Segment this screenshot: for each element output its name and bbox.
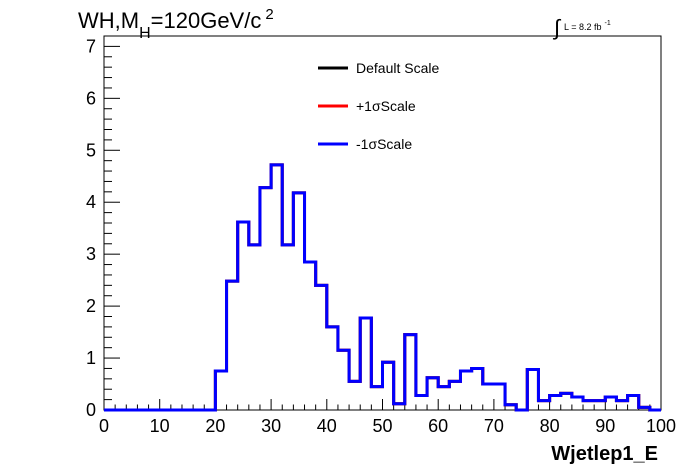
- chart-title: WH,MH=120GeV/c 2: [78, 6, 274, 42]
- title-rest: =120GeV/c: [150, 8, 262, 33]
- title-subscript: H: [139, 25, 151, 42]
- x-tick-label: 80: [540, 416, 560, 436]
- x-tick-label: 50: [372, 416, 392, 436]
- axis-tick-labels: 0 10 20 30 40 50 60 70 80 90 100 0 1 2 3 4 5 6 7: [86, 36, 676, 436]
- x-tick-label: 0: [99, 416, 109, 436]
- x-tick-label: 40: [317, 416, 337, 436]
- y-tick-label: 7: [86, 36, 96, 56]
- axis-ticks: [103, 35, 662, 411]
- y-tick-label: 5: [86, 140, 96, 160]
- x-tick-label: 100: [646, 416, 676, 436]
- x-tick-label: 70: [484, 416, 504, 436]
- legend-label-2: -1σScale: [356, 136, 412, 152]
- x-tick-label: 30: [261, 416, 281, 436]
- y-tick-label: 3: [86, 244, 96, 264]
- x-tick-label: 90: [595, 416, 615, 436]
- plot-frame: [103, 35, 662, 411]
- x-tick-label: 10: [150, 416, 170, 436]
- x-tick-label: 60: [428, 416, 448, 436]
- luminosity-label: ∫ L = 8.2 fb -1: [554, 10, 611, 40]
- y-tick-label: 0: [86, 400, 96, 420]
- y-tick-label: 4: [86, 192, 96, 212]
- lumi-superscript: -1: [604, 20, 611, 27]
- y-tick-label: 2: [86, 296, 96, 316]
- legend-label-1: +1σScale: [356, 98, 416, 114]
- y-tick-label: 1: [86, 348, 96, 368]
- legend: Default Scale +1σScale -1σScale: [318, 60, 439, 152]
- title-superscript: 2: [265, 6, 274, 23]
- y-tick-label: 6: [86, 88, 96, 108]
- histogram-series: [104, 163, 661, 412]
- integral-sign: ∫: [554, 15, 561, 40]
- title-main: WH,M: [78, 8, 140, 33]
- legend-label-0: Default Scale: [356, 60, 439, 76]
- series-line-2: [104, 163, 661, 412]
- x-axis-label: Wjetlep1_E: [551, 443, 658, 465]
- x-tick-label: 20: [205, 416, 225, 436]
- lumi-text: L = 8.2 fb: [564, 22, 602, 32]
